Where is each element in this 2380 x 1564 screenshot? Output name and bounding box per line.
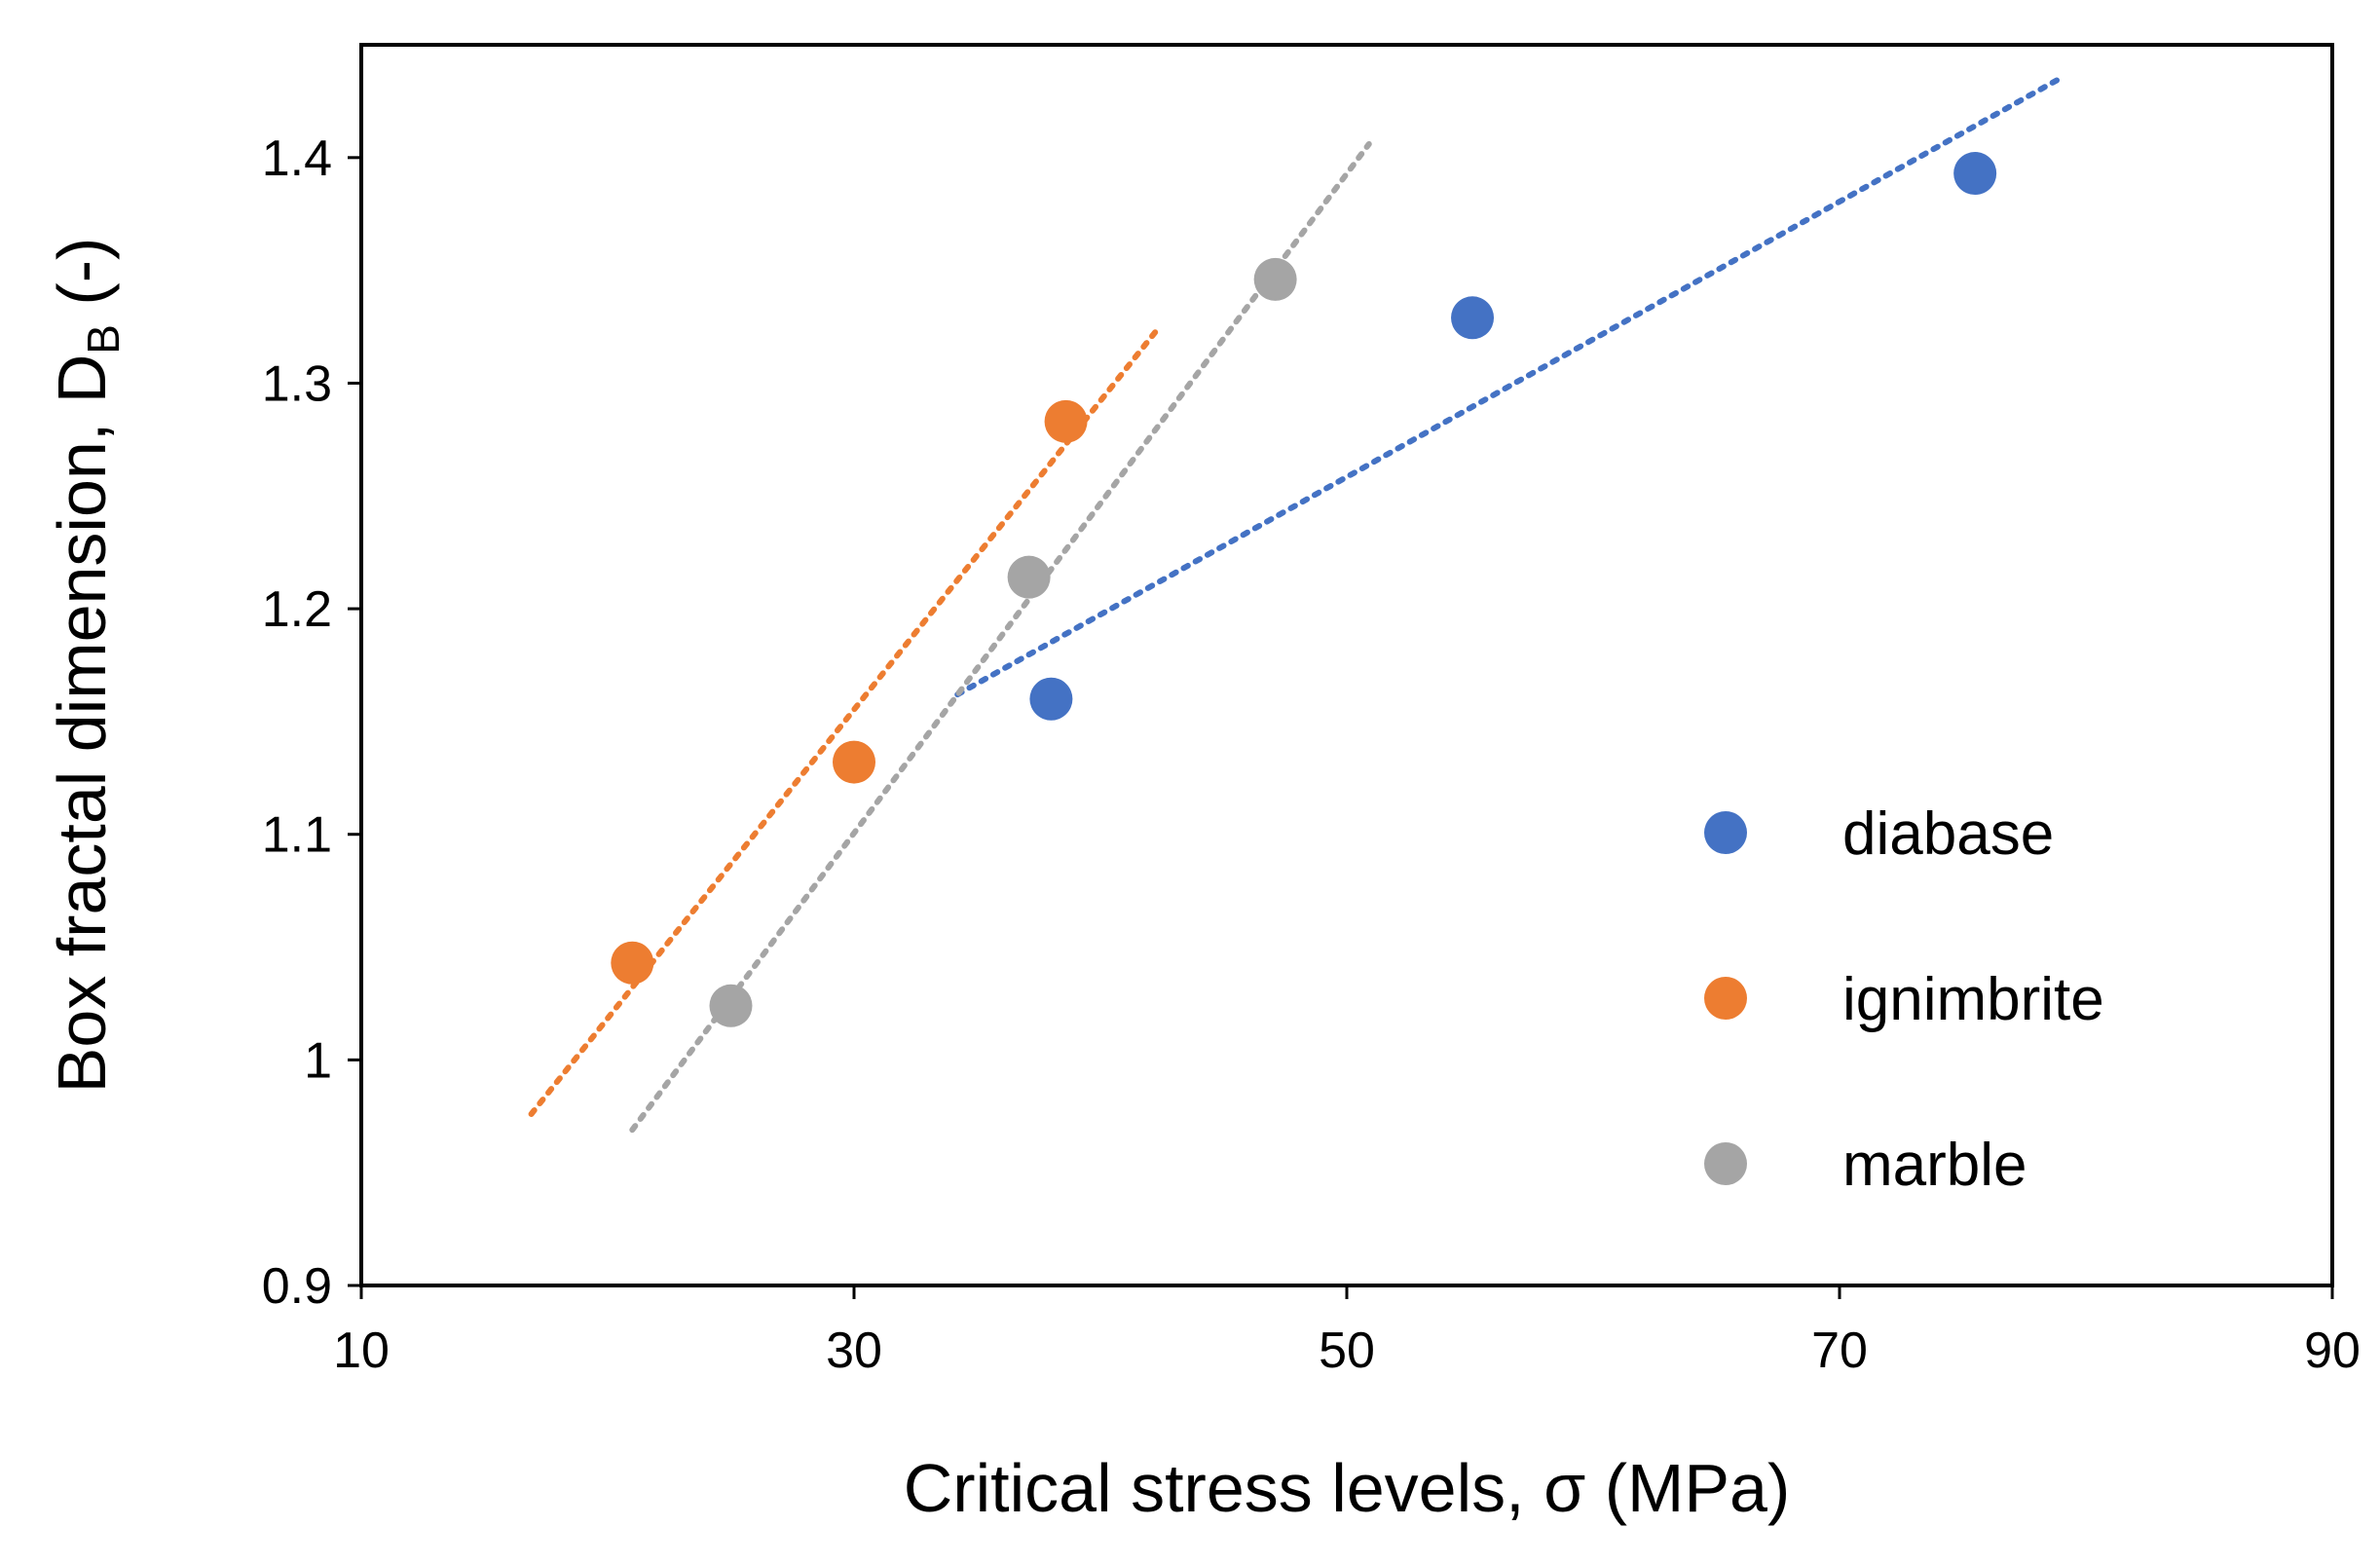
x-axis-title: Critical stress levels, σ (MPa) [904, 1450, 1791, 1526]
diabase-data-point [1451, 296, 1495, 340]
legend-marker-marble [1704, 1142, 1747, 1185]
x-tick-label: 50 [1319, 1322, 1375, 1379]
trendlines [528, 73, 2067, 1134]
y-axis-title: Box fractal dimension, DB (-) [44, 238, 129, 1094]
legend: diabase ignimbrite marble [1704, 801, 2104, 1199]
diabase-data-point [1953, 152, 1997, 196]
marble-data-point [1007, 555, 1051, 599]
ignimbrite-data-point [1044, 399, 1088, 443]
ignimbrite-trendline [528, 323, 1163, 1117]
y-axis-title-suffix: (-) [44, 238, 120, 324]
marble-trendline [629, 140, 1372, 1134]
data-points [611, 152, 1997, 1027]
y-tick-label: 1.2 [262, 581, 332, 638]
x-tick-label: 30 [826, 1322, 882, 1379]
y-tick-label: 1.1 [262, 807, 332, 864]
y-tick-label: 1.4 [262, 130, 332, 187]
x-axis-ticks: 10 30 50 70 90 [333, 1285, 2361, 1379]
y-tick-label: 1 [304, 1032, 332, 1089]
y-axis-title-main: Box fractal dimension, D [44, 354, 120, 1094]
legend-marker-ignimbrite [1704, 977, 1747, 1020]
x-tick-label: 90 [2304, 1322, 2361, 1379]
y-tick-label: 1.3 [262, 355, 332, 412]
y-axis-title-subscript: B [78, 324, 129, 354]
ignimbrite-data-point [611, 941, 654, 985]
diabase-data-point [1029, 677, 1073, 721]
diabase-trendline [954, 73, 2067, 698]
legend-label-diabase: diabase [1842, 801, 2054, 868]
legend-label-ignimbrite: ignimbrite [1842, 966, 2104, 1033]
legend-label-marble: marble [1842, 1132, 2027, 1199]
marble-data-point [1253, 257, 1297, 301]
x-tick-label: 70 [1811, 1322, 1868, 1379]
ignimbrite-data-point [833, 740, 875, 784]
y-axis-ticks: 0.9 1 1.1 1.2 1.3 1.4 [262, 130, 361, 1315]
x-tick-label: 10 [333, 1322, 390, 1379]
marble-data-point [709, 984, 753, 1027]
y-tick-label: 0.9 [262, 1258, 332, 1315]
legend-marker-diabase [1704, 811, 1747, 854]
